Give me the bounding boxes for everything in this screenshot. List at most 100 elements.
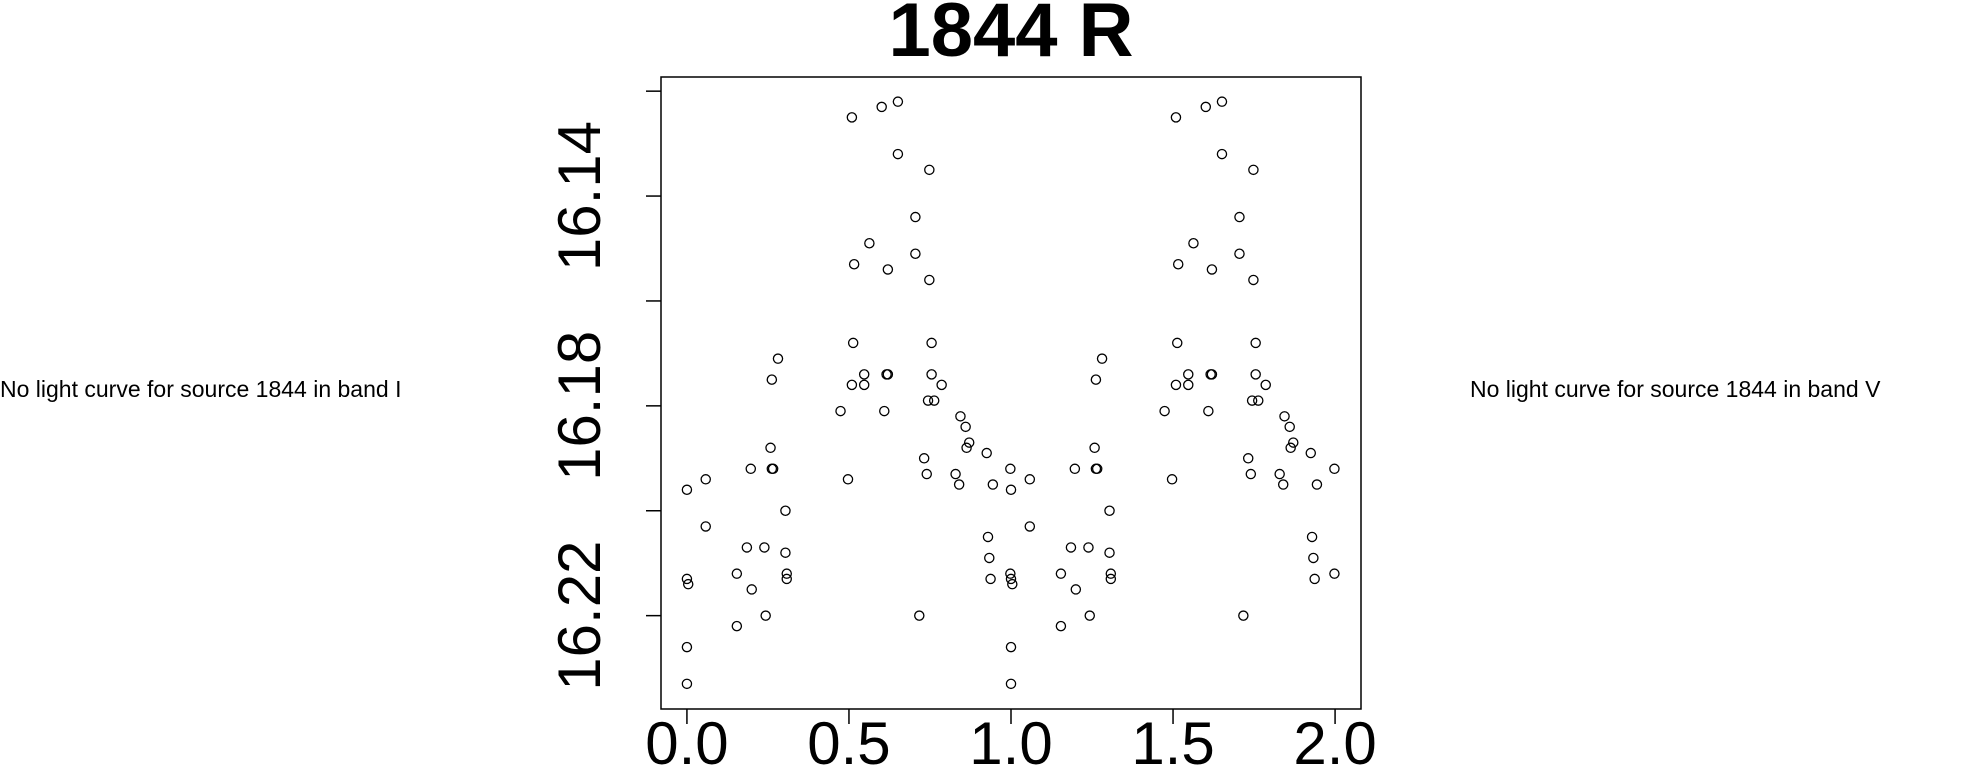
point bbox=[781, 568, 792, 579]
chart-title: 1844 R bbox=[888, 0, 1133, 73]
annotation: No light curve for source 1844 in band V bbox=[1470, 376, 1881, 402]
point bbox=[963, 437, 975, 448]
point bbox=[1274, 468, 1285, 480]
point bbox=[882, 369, 894, 380]
point bbox=[1104, 547, 1115, 558]
point bbox=[1246, 395, 1258, 406]
point bbox=[1277, 479, 1289, 490]
point bbox=[835, 405, 846, 417]
point bbox=[1284, 421, 1295, 433]
point bbox=[928, 395, 940, 406]
point bbox=[1245, 468, 1257, 480]
point bbox=[910, 211, 921, 223]
point bbox=[1216, 96, 1228, 107]
point bbox=[892, 148, 904, 160]
point bbox=[1311, 479, 1323, 490]
point bbox=[1005, 573, 1017, 585]
point bbox=[953, 479, 965, 490]
point bbox=[960, 421, 971, 433]
point bbox=[922, 395, 934, 406]
point bbox=[1005, 463, 1016, 475]
point bbox=[731, 568, 743, 579]
point bbox=[846, 112, 858, 123]
point bbox=[760, 610, 771, 621]
point bbox=[682, 578, 694, 590]
point bbox=[1105, 568, 1117, 579]
point bbox=[1329, 568, 1340, 579]
point bbox=[766, 374, 778, 385]
point bbox=[700, 521, 711, 532]
point bbox=[1238, 610, 1249, 621]
point bbox=[987, 479, 999, 490]
x-tick-label: 2.0 bbox=[1293, 710, 1376, 766]
point bbox=[892, 96, 904, 107]
point bbox=[1005, 678, 1017, 690]
point bbox=[746, 584, 757, 595]
point bbox=[1329, 463, 1340, 475]
point bbox=[847, 337, 859, 349]
point bbox=[700, 474, 711, 485]
point bbox=[924, 164, 935, 176]
point bbox=[955, 411, 966, 422]
point bbox=[780, 505, 791, 516]
point bbox=[1070, 584, 1082, 595]
point bbox=[1083, 542, 1094, 553]
point bbox=[681, 484, 693, 496]
point bbox=[767, 463, 779, 475]
point bbox=[864, 238, 875, 249]
point bbox=[1305, 447, 1317, 459]
x-tick-label: 1.0 bbox=[969, 710, 1052, 766]
point bbox=[1005, 568, 1016, 579]
point bbox=[772, 353, 784, 364]
point bbox=[1206, 264, 1218, 275]
y-tick-label: 16.22 bbox=[546, 541, 613, 691]
point bbox=[1096, 353, 1108, 364]
point bbox=[1250, 369, 1261, 380]
point bbox=[1172, 337, 1183, 349]
point bbox=[1055, 568, 1067, 579]
point bbox=[1055, 620, 1067, 632]
point bbox=[731, 620, 743, 632]
point bbox=[1090, 374, 1102, 385]
point bbox=[984, 552, 995, 564]
point bbox=[1069, 463, 1081, 475]
point bbox=[914, 610, 925, 621]
point bbox=[780, 547, 791, 558]
point bbox=[985, 573, 996, 585]
point bbox=[921, 468, 932, 480]
point bbox=[982, 531, 994, 543]
point bbox=[1183, 369, 1194, 380]
point bbox=[1170, 379, 1182, 391]
point bbox=[1183, 379, 1194, 391]
point bbox=[765, 442, 776, 454]
point bbox=[848, 258, 860, 270]
y-tick-label: 16.18 bbox=[546, 331, 613, 481]
point bbox=[1005, 641, 1017, 653]
point bbox=[1024, 474, 1036, 485]
annotation: No light curve for source 1844 in band I bbox=[0, 376, 401, 402]
point bbox=[950, 468, 961, 480]
point bbox=[781, 573, 792, 585]
point bbox=[842, 474, 854, 485]
x-tick-label: 0.0 bbox=[645, 710, 728, 766]
point bbox=[858, 369, 870, 380]
point bbox=[1250, 337, 1261, 349]
point bbox=[681, 678, 693, 690]
x-tick-label: 1.5 bbox=[1131, 710, 1214, 766]
point bbox=[1309, 573, 1320, 585]
point bbox=[1159, 405, 1170, 417]
point bbox=[961, 442, 972, 454]
point bbox=[1242, 453, 1254, 464]
point bbox=[1248, 164, 1259, 176]
point bbox=[918, 453, 930, 464]
point bbox=[1285, 442, 1296, 454]
point bbox=[910, 248, 921, 260]
point bbox=[745, 463, 757, 475]
point bbox=[1188, 238, 1199, 249]
point bbox=[1170, 112, 1182, 123]
point bbox=[741, 542, 753, 553]
point bbox=[681, 641, 693, 653]
point bbox=[882, 264, 894, 275]
point bbox=[1306, 531, 1318, 543]
